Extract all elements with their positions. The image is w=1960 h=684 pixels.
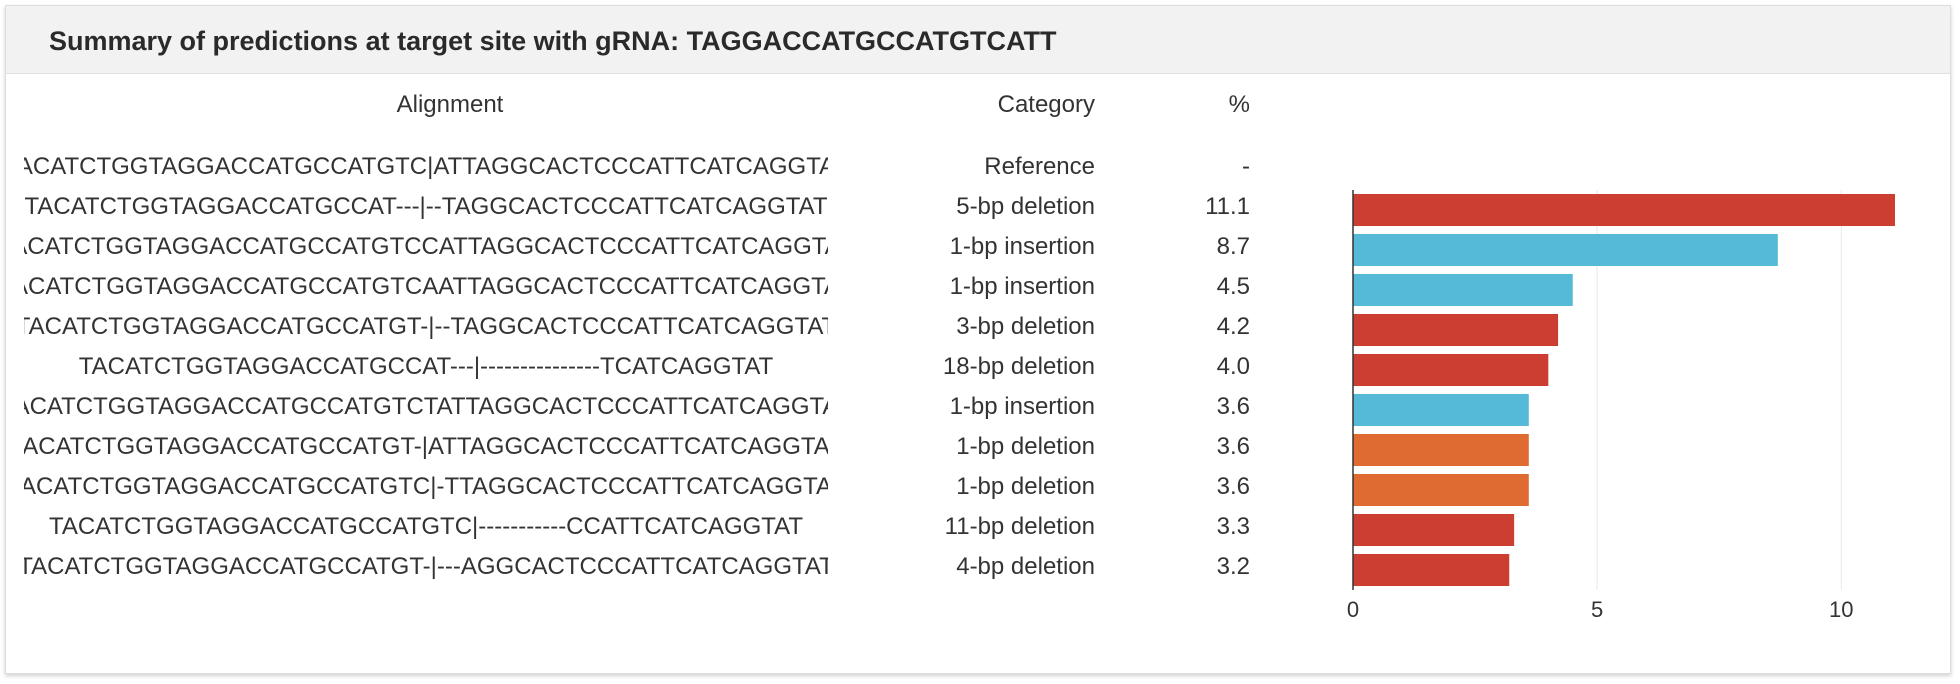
alignment-sequence: TACATCTGGTAGGACCATGCCATGTCCATTAGGCACTCCC… <box>24 233 828 260</box>
alignment-cell: TACATCTGGTAGGACCATGCCAT---|--TAGGCACTCCC… <box>24 188 828 228</box>
alignment-cell: TACATCTGGTAGGACCATGCCATGTCAATTAGGCACTCCC… <box>24 268 828 308</box>
alignment-sequence: TACATCTGGTAGGACCATGCCATGTC|-TTAGGCACTCCC… <box>24 473 828 500</box>
category-cell: 11-bp deletion <box>944 513 1095 540</box>
table-row: TACATCTGGTAGGACCATGCCAT---|--TAGGCACTCCC… <box>0 188 1300 228</box>
percent-cell: 3.3 <box>1216 513 1250 540</box>
table-row: TACATCTGGTAGGACCATGCCATGTC|ATTAGGCACTCCC… <box>0 148 1300 188</box>
percent-cell: 3.6 <box>1216 433 1250 460</box>
percent-cell: 11.1 <box>1205 193 1250 220</box>
x-tick-label: 5 <box>1591 597 1603 622</box>
alignment-sequence: TACATCTGGTAGGACCATGCCATGTC|-----------CC… <box>48 513 804 540</box>
table-row: TACATCTGGTAGGACCATGCCATGT-|---AGGCACTCCC… <box>0 548 1300 588</box>
percent-column-header: % <box>1228 91 1250 118</box>
category-cell: Reference <box>984 153 1095 180</box>
percent-cell: 3.2 <box>1216 553 1250 580</box>
category-cell: 5-bp deletion <box>956 193 1095 220</box>
alignment-sequence: TACATCTGGTAGGACCATGCCATGT-|--TAGGCACTCCC… <box>24 313 828 340</box>
alignment-cell: TACATCTGGTAGGACCATGCCATGT-|ATTAGGCACTCCC… <box>24 428 828 468</box>
bar <box>1353 474 1529 506</box>
table-row: TACATCTGGTAGGACCATGCCATGT-|--TAGGCACTCCC… <box>0 308 1300 348</box>
table-row: TACATCTGGTAGGACCATGCCAT---|-------------… <box>0 348 1300 388</box>
percent-cell: 4.0 <box>1216 353 1250 380</box>
category-cell: 1-bp insertion <box>949 233 1095 260</box>
x-tick-label: 10 <box>1829 597 1853 622</box>
percent-cell: - <box>1242 153 1250 180</box>
alignment-cell: TACATCTGGTAGGACCATGCCATGTC|ATTAGGCACTCCC… <box>24 148 828 188</box>
percent-cell: 4.5 <box>1216 273 1250 300</box>
alignment-cell: TACATCTGGTAGGACCATGCCATGTCTATTAGGCACTCCC… <box>24 388 828 428</box>
table-row: TACATCTGGTAGGACCATGCCATGT-|ATTAGGCACTCCC… <box>0 428 1300 468</box>
percent-cell: 8.7 <box>1216 233 1250 260</box>
percent-cell: 3.6 <box>1216 473 1250 500</box>
bar <box>1353 554 1510 586</box>
predictions-panel: Summary of predictions at target site wi… <box>5 5 1951 674</box>
alignment-column-header: Alignment <box>396 91 504 118</box>
bar <box>1353 394 1529 426</box>
panel-header: Summary of predictions at target site wi… <box>6 6 1950 74</box>
bar <box>1353 354 1549 386</box>
category-cell: 18-bp deletion <box>942 353 1095 380</box>
category-cell: 1-bp insertion <box>949 273 1095 300</box>
table-row: TACATCTGGTAGGACCATGCCATGTCTATTAGGCACTCCC… <box>0 388 1300 428</box>
x-tick-label: 0 <box>1347 597 1359 622</box>
alignment-sequence: TACATCTGGTAGGACCATGCCATGT-|ATTAGGCACTCCC… <box>24 433 828 460</box>
alignment-sequence: TACATCTGGTAGGACCATGCCAT---|-------------… <box>78 353 774 380</box>
bar <box>1353 274 1573 306</box>
bar <box>1353 514 1515 546</box>
category-column-header: Category <box>997 91 1095 118</box>
category-cell: 3-bp deletion <box>956 313 1095 340</box>
alignment-sequence: TACATCTGGTAGGACCATGCCATGTC|ATTAGGCACTCCC… <box>24 153 828 180</box>
alignment-cell: TACATCTGGTAGGACCATGCCATGT-|--TAGGCACTCCC… <box>24 308 828 348</box>
alignment-cell: TACATCTGGTAGGACCATGCCATGTC|-----------CC… <box>24 508 828 548</box>
category-cell: 1-bp deletion <box>956 433 1095 460</box>
alignment-cell: TACATCTGGTAGGACCATGCCATGT-|---AGGCACTCCC… <box>24 548 828 588</box>
alignment-cell: TACATCTGGTAGGACCATGCCATGTC|-TTAGGCACTCCC… <box>24 468 828 508</box>
table-row: TACATCTGGTAGGACCATGCCATGTCAATTAGGCACTCCC… <box>0 268 1300 308</box>
panel-title: Summary of predictions at target site wi… <box>49 26 1057 56</box>
bar <box>1353 234 1778 266</box>
category-cell: 1-bp deletion <box>956 473 1095 500</box>
bar <box>1353 434 1529 466</box>
alignment-sequence: TACATCTGGTAGGACCATGCCATGTCTATTAGGCACTCCC… <box>24 393 828 420</box>
bar <box>1353 194 1895 226</box>
alignment-sequence: TACATCTGGTAGGACCATGCCAT---|--TAGGCACTCCC… <box>24 193 828 220</box>
table-row: TACATCTGGTAGGACCATGCCATGTC|-TTAGGCACTCCC… <box>0 468 1300 508</box>
category-cell: 1-bp insertion <box>949 393 1095 420</box>
alignment-cell: TACATCTGGTAGGACCATGCCAT---|-------------… <box>24 348 828 388</box>
bar <box>1353 314 1559 346</box>
alignment-sequence: TACATCTGGTAGGACCATGCCATGTCAATTAGGCACTCCC… <box>24 273 828 300</box>
alignment-sequence: TACATCTGGTAGGACCATGCCATGT-|---AGGCACTCCC… <box>24 553 828 580</box>
alignment-cell: TACATCTGGTAGGACCATGCCATGTCCATTAGGCACTCCC… <box>24 228 828 268</box>
table-row: TACATCTGGTAGGACCATGCCATGTCCATTAGGCACTCCC… <box>0 228 1300 268</box>
percent-cell: 4.2 <box>1216 313 1250 340</box>
percent-cell: 3.6 <box>1216 393 1250 420</box>
category-cell: 4-bp deletion <box>956 553 1095 580</box>
table-row: TACATCTGGTAGGACCATGCCATGTC|-----------CC… <box>0 508 1300 548</box>
